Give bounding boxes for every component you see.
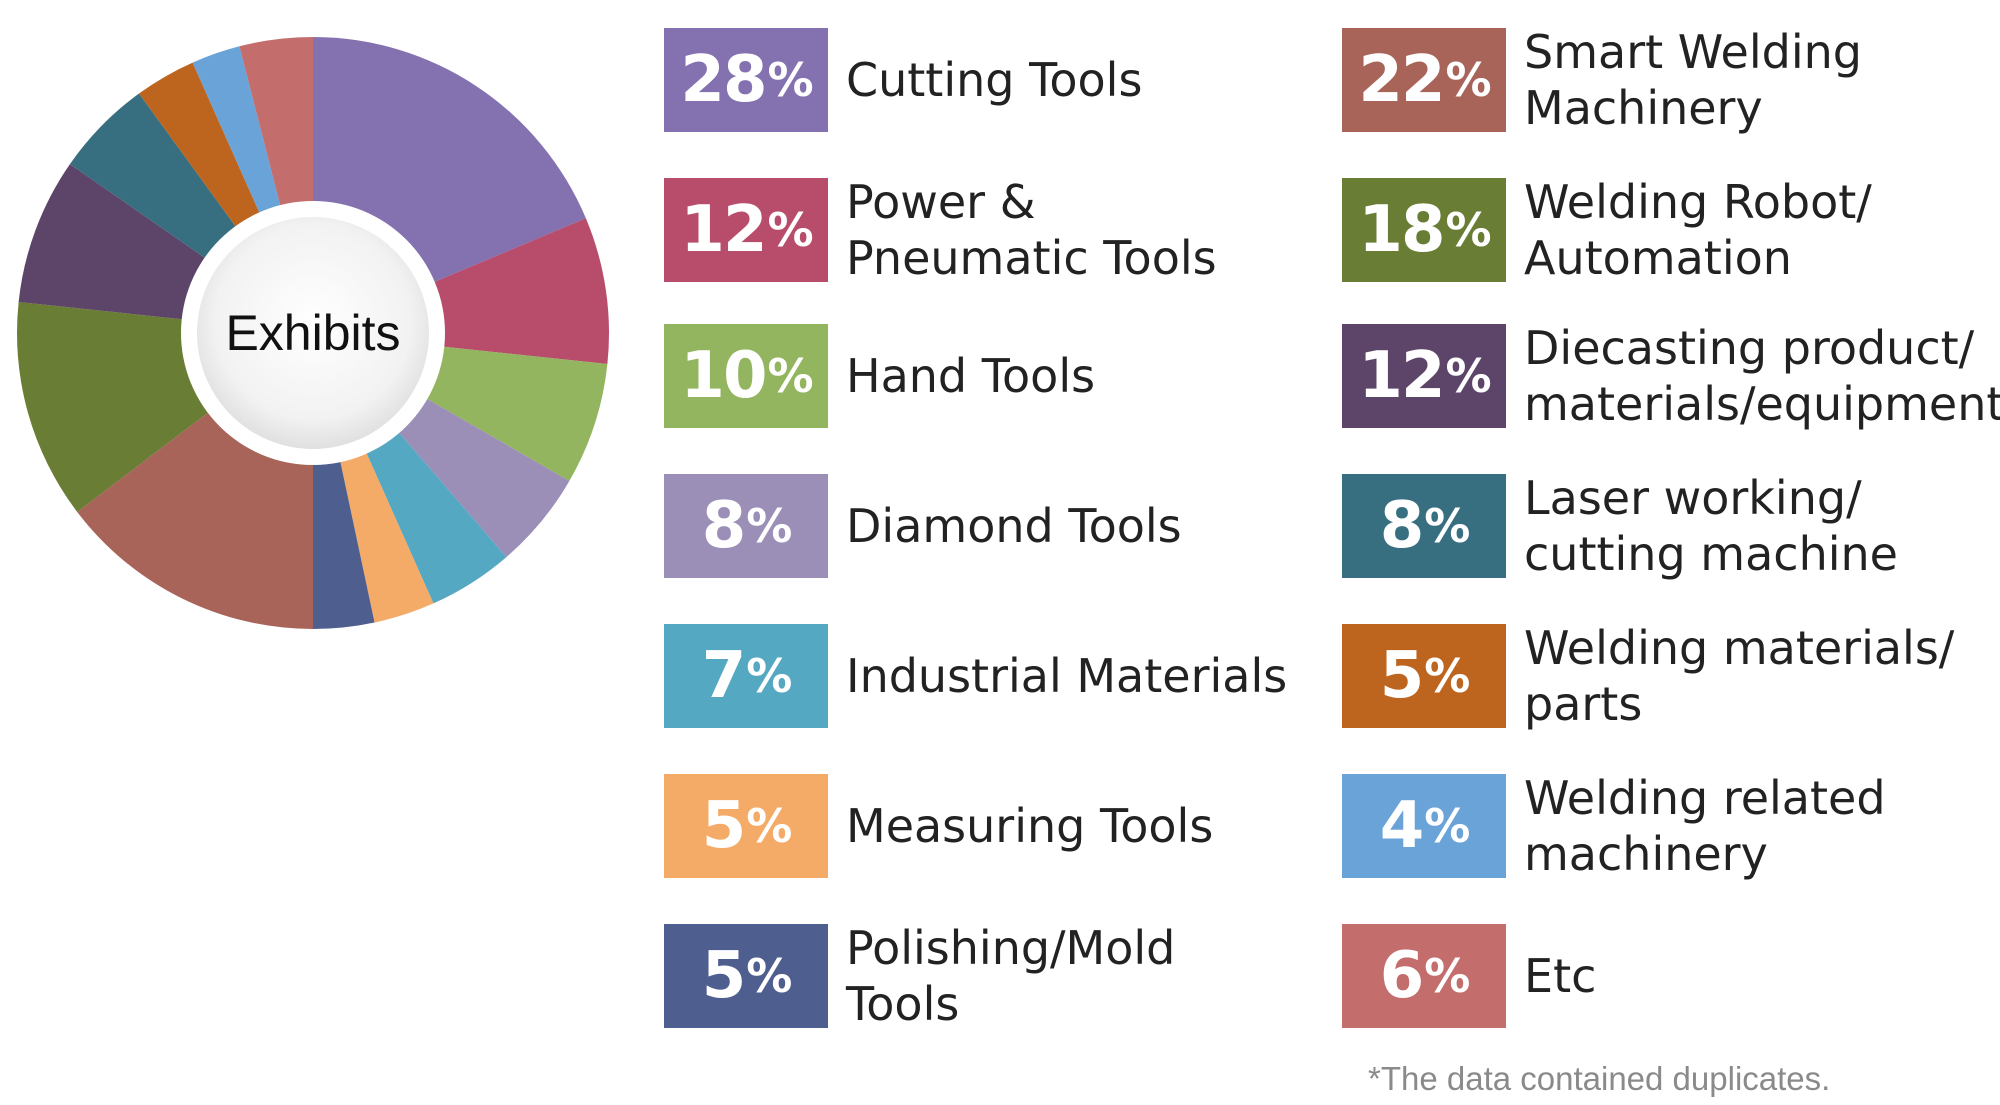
legend-label: Etc — [1524, 948, 1597, 1003]
legend-label: Smart Welding Machinery — [1524, 24, 1862, 135]
legend-percent-value: 10 — [680, 339, 767, 413]
legend-percent-value: 8 — [1379, 489, 1425, 563]
legend-label: Measuring Tools — [846, 798, 1214, 853]
exhibits-donut-chart: Exhibits — [16, 37, 610, 629]
legend-percent-badge: 4% — [1342, 774, 1506, 878]
legend-percent-value: 28 — [680, 43, 767, 117]
legend-percent-value: 8 — [701, 489, 747, 563]
legend-label: Diecasting product/ materials/equipments — [1524, 320, 2000, 431]
legend-percent-sign: % — [746, 799, 792, 853]
legend-percent-badge: 12% — [664, 178, 828, 282]
legend-percent-sign: % — [1424, 799, 1470, 853]
legend-percent-value: 4 — [1379, 789, 1425, 863]
legend-percent-value: 18 — [1358, 193, 1445, 267]
legend-label: Diamond Tools — [846, 498, 1182, 553]
legend-percent-value: 5 — [701, 789, 747, 863]
footnote: *The data contained duplicates. — [1368, 1060, 1831, 1097]
legend-percent-sign: % — [746, 649, 792, 703]
legend-percent-sign: % — [767, 203, 813, 257]
donut-center-label: Exhibits — [225, 305, 400, 361]
legend-percent-badge: 28% — [664, 28, 828, 132]
legend-label: Welding materials/ parts — [1524, 620, 1955, 731]
legend-percent-value: 12 — [1358, 339, 1445, 413]
legend-percent-value: 6 — [1379, 939, 1425, 1013]
legend-percent-badge: 6% — [1342, 924, 1506, 1028]
legend-label: Laser working/ cutting machine — [1524, 470, 1898, 581]
legend-percent-badge: 8% — [664, 474, 828, 578]
legend-label: Cutting Tools — [846, 52, 1143, 107]
legend-label: Industrial Materials — [846, 648, 1288, 703]
legend-percent-badge: 5% — [664, 774, 828, 878]
legend-percent-sign: % — [746, 949, 792, 1003]
legend-percent-badge: 7% — [664, 624, 828, 728]
legend-percent-value: 5 — [1379, 639, 1425, 713]
legend-percent-badge: 8% — [1342, 474, 1506, 578]
legend-label: Power & Pneumatic Tools — [846, 174, 1217, 285]
legend-percent-value: 5 — [701, 939, 747, 1013]
legend-percent-value: 22 — [1358, 43, 1445, 117]
legend-percent-sign: % — [1424, 499, 1470, 553]
donut-center-disc — [197, 217, 429, 449]
legend-percent-sign: % — [1445, 349, 1491, 403]
legend-percent-sign: % — [767, 349, 813, 403]
legend-percent-sign: % — [1445, 53, 1491, 107]
legend-label: Welding Robot/ Automation — [1524, 174, 1872, 285]
legend-percent-value: 12 — [680, 193, 767, 267]
legend-percent-sign: % — [1424, 649, 1470, 703]
legend-percent-badge: 10% — [664, 324, 828, 428]
legend-percent-badge: 5% — [664, 924, 828, 1028]
legend-label: Polishing/Mold Tools — [846, 920, 1176, 1031]
legend-label: Welding related machinery — [1524, 770, 1886, 881]
legend-percent-badge: 12% — [1342, 324, 1506, 428]
legend-percent-value: 7 — [701, 639, 747, 713]
legend-percent-sign: % — [1445, 203, 1491, 257]
legend-percent-sign: % — [1424, 949, 1470, 1003]
legend-percent-badge: 22% — [1342, 28, 1506, 132]
legend-percent-sign: % — [746, 499, 792, 553]
legend-label: Hand Tools — [846, 348, 1096, 403]
legend-percent-badge: 18% — [1342, 178, 1506, 282]
legend-percent-badge: 5% — [1342, 624, 1506, 728]
legend-percent-sign: % — [767, 53, 813, 107]
